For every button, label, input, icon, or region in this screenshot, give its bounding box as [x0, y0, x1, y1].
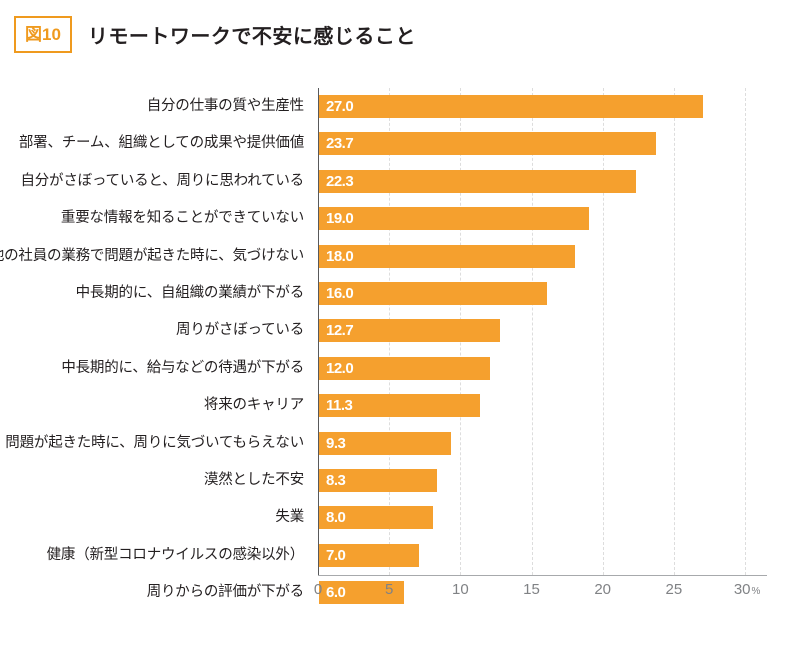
- category-label: 部署、チーム、組織としての成果や提供価値: [18, 135, 304, 152]
- bar-value-label: 19.0: [326, 210, 354, 228]
- bar: 9.3: [319, 431, 452, 455]
- bar-value-label: 8.0: [326, 509, 346, 527]
- x-axis-tick-label: 0: [313, 581, 323, 598]
- bar: 8.0: [319, 506, 433, 530]
- bar-value-label: 7.0: [326, 546, 346, 564]
- x-axis-tick-label: 30%: [733, 581, 761, 598]
- bar: 11.3: [319, 394, 480, 418]
- plot-area: 自分の仕事の質や生産性 27.0 部署、チーム、組織としての成果や提供価値 23.7 自…: [0, 88, 767, 605]
- bar-row: 他の社員の業務で問題が起きた時に、気づけない 18.0: [0, 238, 745, 275]
- category-label: 失業: [275, 509, 304, 526]
- bar: 23.7: [319, 132, 657, 156]
- bar-row: 周りがさぼっている 12.7: [176, 312, 745, 349]
- page-title: リモートワークで不安に感じること: [87, 25, 416, 48]
- bar: 12.0: [319, 356, 490, 380]
- bar-row: 将来のキャリア 11.3: [204, 387, 745, 424]
- bar-value-label: 8.3: [326, 472, 346, 489]
- category-label: 中長期的に、給与などの待遇が下がる: [61, 359, 304, 376]
- category-label: 他の社員の業務で問題が起きた時に、気づけない: [0, 247, 304, 264]
- category-label: 健康（新型コロナウイルスの感染以外）: [46, 546, 305, 563]
- category-label: 問題が起きた時に、周りに気づいてもらえない: [5, 434, 304, 451]
- bar: 19.0: [319, 207, 590, 231]
- bar-row: 失業 8.0: [275, 499, 745, 536]
- bar-row: 中長期的に、自組織の業績が下がる 16.0: [76, 275, 745, 312]
- x-axis-tick-label: 10: [451, 581, 469, 598]
- x-axis-tick-label: 15: [523, 581, 540, 598]
- category-label: 自分がさぼっていると、周りに思われている: [20, 172, 304, 189]
- bar-value-label: 23.7: [326, 135, 354, 153]
- bar-row: 自分がさぼっていると、周りに思われている 22.3: [20, 163, 745, 200]
- bar-row: 重要な情報を知ることができていない 19.0: [61, 200, 745, 237]
- x-axis-unit-label: %: [751, 586, 761, 597]
- bar: 16.0: [319, 282, 547, 305]
- bar-value-label: 22.3: [326, 172, 354, 190]
- bar-row: 漠然とした不安 8.3: [204, 462, 745, 499]
- bar-row: 周りからの評価が下がる 6.0: [147, 574, 745, 611]
- bar-value-label: 18.0: [326, 247, 354, 265]
- bar: 6.0: [319, 581, 405, 605]
- bar-row: 問題が起きた時に、周りに気づいてもらえない 9.3: [5, 425, 745, 462]
- bar-row: 健康（新型コロナウイルスの感染以外） 7.0: [47, 537, 745, 574]
- gridline: [745, 88, 747, 575]
- bar-row: 部署、チーム、組織としての成果や提供価値 23.7: [19, 125, 745, 162]
- bar-value-label: 12.0: [326, 359, 354, 377]
- bar-value-label: 11.3: [326, 397, 353, 415]
- bar: 12.7: [319, 319, 500, 343]
- x-axis-baseline: [318, 575, 767, 576]
- bar-row: 中長期的に、給与などの待遇が下がる 12.0: [61, 350, 745, 387]
- category-label: 周りからの評価が下がる: [146, 584, 305, 601]
- bar: 18.0: [319, 244, 576, 268]
- category-label: 将来のキャリア: [203, 397, 304, 414]
- bar-value-label: 16.0: [326, 285, 354, 302]
- chart-header: 図10 リモートワークで不安に感じること: [0, 0, 800, 68]
- category-label: 重要な情報を知ることができていない: [60, 210, 304, 227]
- category-label: 自分の仕事の質や生産性: [146, 98, 305, 114]
- bar-value-label: 12.7: [326, 322, 354, 340]
- y-axis-line: [318, 88, 319, 575]
- x-axis-tick-label: 5: [384, 581, 394, 598]
- bar: 8.3: [319, 469, 438, 492]
- category-label: 周りがさぼっている: [176, 322, 304, 339]
- bar-value-label: 9.3: [326, 434, 346, 452]
- bar-value-label: 6.0: [326, 584, 346, 602]
- bar: 22.3: [319, 169, 637, 193]
- bar-row: 自分の仕事の質や生産性 27.0: [147, 88, 745, 125]
- bar-chart: 自分の仕事の質や生産性 27.0 部署、チーム、組織としての成果や提供価値 23.7 自…: [0, 78, 800, 618]
- category-label: 漠然とした不安: [203, 472, 304, 488]
- x-axis-tick-label: 25: [665, 581, 683, 598]
- category-label: 中長期的に、自組織の業績が下がる: [75, 285, 305, 301]
- x-axis: 0 5 10 15 20 25 30%: [314, 575, 788, 605]
- x-axis-tick-label: 20: [594, 581, 611, 598]
- bar: 27.0: [319, 95, 704, 118]
- bar-value-label: 27.0: [326, 98, 354, 115]
- bar: 7.0: [319, 543, 419, 567]
- bar-rows: 自分の仕事の質や生産性 27.0 部署、チーム、組織としての成果や提供価値 23.7 自…: [0, 88, 745, 605]
- figure-number-badge: 図10: [14, 15, 72, 53]
